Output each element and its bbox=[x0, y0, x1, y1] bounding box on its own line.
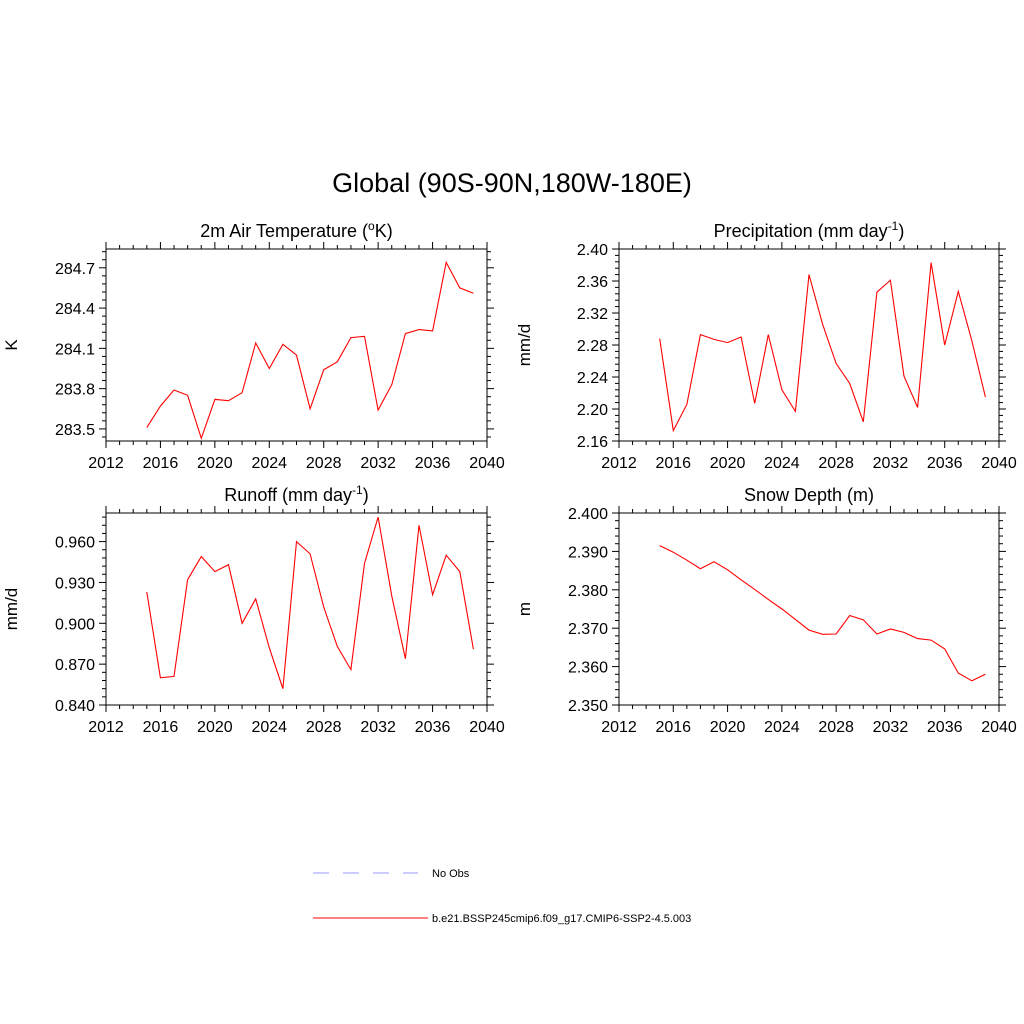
panel-title-superscript: -1 bbox=[888, 219, 899, 233]
panel-title-end: ) bbox=[363, 485, 369, 505]
series-line-runoff bbox=[146, 516, 474, 689]
y-tick-label: 0.840 bbox=[55, 698, 95, 715]
x-tick-label: 2016 bbox=[655, 455, 691, 472]
x-tick-label: 2032 bbox=[360, 455, 396, 472]
y-tick-label: 284.4 bbox=[55, 301, 95, 318]
x-tick-label: 2036 bbox=[927, 719, 963, 736]
x-tick-label: 2024 bbox=[764, 719, 800, 736]
x-tick-label: 2016 bbox=[655, 719, 691, 736]
x-tick-label: 2040 bbox=[469, 719, 505, 736]
panel-snow-depth: 2012 2016 2020 2024 2028 2032 2036 2040 2.350 2.3… bbox=[515, 485, 1017, 736]
x-tick-label: 2020 bbox=[197, 719, 233, 736]
x-tick-label: 2040 bbox=[981, 455, 1017, 472]
x-tick-label: 2032 bbox=[360, 719, 396, 736]
legend-label-model: b.e21.BSSP245cmip6.f09_g17.CMIP6-SSP2-4.… bbox=[432, 913, 691, 925]
x-tick-label: 2020 bbox=[710, 719, 746, 736]
x-tick-label: 2024 bbox=[251, 455, 287, 472]
y-tick-label: 2.390 bbox=[568, 544, 608, 561]
y-tick-label: 0.870 bbox=[55, 657, 95, 674]
y-tick-label: 283.8 bbox=[55, 382, 95, 399]
y-tick-label: 2.16 bbox=[577, 434, 608, 451]
y-tick-label: 2.24 bbox=[577, 370, 608, 387]
y-tick-label: 2.36 bbox=[577, 274, 608, 291]
panel-precipitation: 2012 2016 2020 2024 2028 2032 2036 2040 2.16 2.20… bbox=[515, 219, 1017, 472]
y-tick-label: 2.370 bbox=[568, 621, 608, 638]
x-tick-label: 2016 bbox=[143, 455, 179, 472]
plot-frame bbox=[105, 248, 488, 442]
x-tick-label: 2016 bbox=[143, 719, 179, 736]
y-tick-label: 2.380 bbox=[568, 583, 608, 600]
x-tick-label: 2020 bbox=[710, 455, 746, 472]
panel-title-precipitation: Precipitation (mm day-1) bbox=[714, 219, 905, 241]
panel-title-superscript: -1 bbox=[352, 483, 363, 497]
x-tick-label: 2036 bbox=[415, 455, 451, 472]
x-tick-label: 2012 bbox=[601, 719, 637, 736]
x-tick-label: 2028 bbox=[818, 455, 854, 472]
y-tick-label: 283.5 bbox=[55, 422, 95, 439]
y-axis-label-temperature: K bbox=[2, 339, 21, 351]
x-tick-label: 2032 bbox=[873, 455, 909, 472]
y-axis-label-snow-depth: m bbox=[515, 602, 534, 616]
y-axis-label-precipitation: mm/d bbox=[515, 324, 534, 367]
x-tick-label: 2040 bbox=[981, 719, 1017, 736]
panel-title-text: Precipitation (mm day bbox=[714, 221, 888, 241]
y-tick-label: 0.930 bbox=[55, 575, 95, 592]
panel-title-runoff: Runoff (mm day-1) bbox=[224, 483, 368, 505]
legend-label-no-obs: No Obs bbox=[432, 868, 470, 880]
series-line-temperature bbox=[146, 260, 474, 441]
y-tick-label: 0.900 bbox=[55, 616, 95, 633]
y-tick-label: 2.400 bbox=[568, 506, 608, 523]
x-tick-label: 2012 bbox=[88, 719, 124, 736]
x-tick-label: 2024 bbox=[251, 719, 287, 736]
series-line-precipitation bbox=[659, 262, 986, 433]
figure-title: Global (90S-90N,180W-180E) bbox=[332, 168, 692, 198]
x-tick-label: 2024 bbox=[764, 455, 800, 472]
panel-runoff: 2012 2016 2020 2024 2028 2032 2036 2040 0.840 0.8… bbox=[2, 483, 505, 736]
series-line-snow-depth bbox=[659, 545, 986, 682]
x-tick-label: 2028 bbox=[818, 719, 854, 736]
y-tick-label: 2.20 bbox=[577, 402, 608, 419]
x-tick-label: 2012 bbox=[88, 455, 124, 472]
y-tick-label: 0.960 bbox=[55, 535, 95, 552]
x-tick-label: 2012 bbox=[601, 455, 637, 472]
panel-title-snow-depth: Snow Depth (m) bbox=[744, 485, 874, 505]
y-tick-label: 284.1 bbox=[55, 341, 95, 358]
y-tick-label: 2.32 bbox=[577, 306, 608, 323]
y-tick-label: 2.28 bbox=[577, 338, 608, 355]
panel-title-end: ) bbox=[898, 221, 904, 241]
legend: No Obs b.e21.BSSP245cmip6.f09_g17.CMIP6-… bbox=[313, 868, 691, 925]
panel-temperature: 2012 2016 2020 2024 2028 2032 2036 2040 283.5 283… bbox=[2, 219, 505, 472]
y-tick-label: 2.360 bbox=[568, 660, 608, 677]
panel-title-text: 2m Air Temperature ( bbox=[200, 221, 368, 241]
y-axis-label-runoff: mm/d bbox=[2, 588, 21, 631]
y-tick-label: 2.40 bbox=[577, 242, 608, 259]
x-tick-label: 2028 bbox=[306, 719, 342, 736]
y-tick-label: 284.7 bbox=[55, 261, 95, 278]
x-tick-label: 2040 bbox=[469, 455, 505, 472]
panel-title-superscript: o bbox=[368, 219, 375, 233]
x-tick-label: 2020 bbox=[197, 455, 233, 472]
x-tick-label: 2028 bbox=[306, 455, 342, 472]
x-tick-label: 2036 bbox=[415, 719, 451, 736]
plot-frame bbox=[618, 512, 1000, 706]
x-tick-label: 2032 bbox=[873, 719, 909, 736]
y-tick-label: 2.350 bbox=[568, 698, 608, 715]
panel-title-end: K) bbox=[375, 221, 393, 241]
x-tick-label: 2036 bbox=[927, 455, 963, 472]
panel-title-text: Snow Depth (m) bbox=[744, 485, 874, 505]
panel-title-text: Runoff (mm day bbox=[224, 485, 352, 505]
panel-title-temperature: 2m Air Temperature (oK) bbox=[200, 219, 392, 241]
